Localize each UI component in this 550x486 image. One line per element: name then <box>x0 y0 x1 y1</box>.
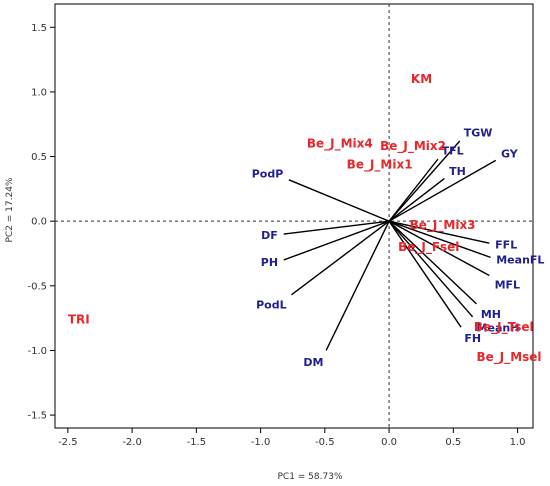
x-tick-label: -2.0 <box>122 437 142 448</box>
vector-line-gy <box>388 159 497 222</box>
observation-label-be-j-mix3: Be_J_Mix3 <box>410 218 476 233</box>
vector-label-podl: PodL <box>256 298 287 311</box>
vector-label-tfl: TFL <box>442 144 464 157</box>
vector-line-ffl <box>388 220 490 244</box>
vector-line-ph <box>283 220 390 261</box>
x-tick-label: 1.0 <box>510 437 526 448</box>
vector-label-fh: FH <box>464 332 481 345</box>
observation-label-be-j-mix1: Be_J_Mix1 <box>347 157 413 172</box>
observation-label-be-j-msel: Be_J_Msel <box>476 350 541 365</box>
vector-line-fh <box>388 220 462 328</box>
vector-label-df: DF <box>261 229 278 242</box>
observation-label-be-j-fsel: Be_J_Fsel <box>398 240 459 255</box>
observation-label-be-j-mix2: Be_J_Mix2 <box>380 139 446 154</box>
vector-line-podp <box>288 179 390 222</box>
vector-line-tfl <box>388 158 439 222</box>
observation-label-tri: TRI <box>68 312 90 326</box>
vector-line-podl <box>291 220 390 296</box>
x-tick-label: -1.5 <box>187 437 207 448</box>
vector-label-ph: PH <box>261 256 278 269</box>
vector-label-meanh: MeanH <box>477 321 520 334</box>
vector-label-mfl: MFL <box>495 278 520 291</box>
y-axis-title: PC2 = 17.24% <box>5 177 15 242</box>
y-tick-label: 0.0 <box>31 217 47 228</box>
vector-line-dm <box>325 220 390 351</box>
vector-label-gy: GY <box>501 147 519 160</box>
vector-line-tgw <box>388 140 461 222</box>
observation-label-km: KM <box>411 72 432 86</box>
vector-label-meanfl: MeanFL <box>496 253 544 266</box>
vector-label-dm: DM <box>303 356 323 369</box>
x-tick-label: 0.0 <box>381 437 397 448</box>
vector-line-meanh <box>388 220 474 318</box>
vector-line-mfl <box>388 220 490 277</box>
y-tick-label: -0.5 <box>27 281 47 292</box>
x-tick-label: 0.5 <box>445 437 461 448</box>
x-tick-label: -1.0 <box>251 437 271 448</box>
vector-line-th <box>388 177 445 222</box>
x-tick-label: -0.5 <box>315 437 335 448</box>
y-tick-label: 0.5 <box>31 152 47 163</box>
vector-line-meanfl <box>388 220 491 259</box>
x-axis-title: PC1 = 58.73% <box>277 472 342 482</box>
vector-label-th: TH <box>449 165 466 178</box>
plot-area: -2.5 -2.0 -1.5 -1.0 -0.5 0.0 0.5 1.0 -1.5 -1.0 -0.… <box>27 3 544 448</box>
vector-line-df <box>283 220 390 235</box>
observation-label-be-j-tsel: Be_J_Tsel <box>474 320 534 335</box>
observation-label-be-j-mix4: Be_J_Mix4 <box>307 137 373 152</box>
vector-label-podp: PodP <box>252 168 284 181</box>
vector-label-ffl: FFL <box>495 238 517 251</box>
y-tick-label: 1.0 <box>31 87 47 98</box>
vector-label-tgw: TGW <box>464 127 493 140</box>
vector-label-mh: MH <box>481 308 501 321</box>
x-tick-label: -2.5 <box>58 437 78 448</box>
y-tick-label: -1.0 <box>27 346 47 357</box>
plot-frame <box>54 3 534 429</box>
y-tick-label: -1.5 <box>27 411 47 422</box>
y-tick-label: 1.5 <box>31 23 47 34</box>
vector-line-mh <box>388 220 477 305</box>
